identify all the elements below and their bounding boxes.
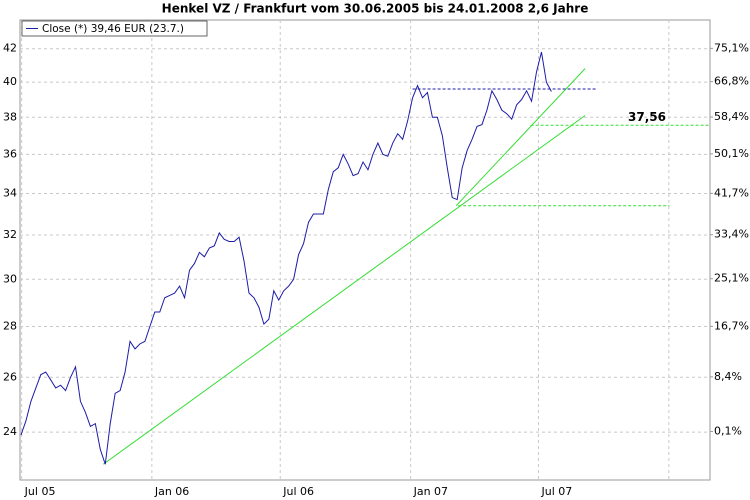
trend-line [455, 68, 586, 207]
y2-tick-label: 33,4% [714, 228, 749, 241]
y2-tick-label: 0,1% [714, 424, 742, 437]
y2-tick-label: 75,1% [714, 41, 749, 54]
x-tick-label: Jul 07 [540, 485, 572, 498]
y-tick-label: 36 [3, 147, 17, 160]
legend-box [21, 20, 208, 37]
y-tick-label: 38 [3, 110, 17, 123]
plot-area [19, 19, 711, 481]
y-tick-label: 40 [3, 75, 17, 88]
chart-title: Henkel VZ / Frankfurt vom 30.06.2005 bis… [162, 2, 589, 16]
y-tick-label: 34 [3, 187, 17, 200]
y2-tick-label: 8,4% [714, 370, 742, 383]
y2-tick-label: 58,4% [714, 110, 749, 123]
x-tick-label: Jan 06 [154, 485, 189, 498]
price-line [20, 51, 552, 465]
y2-tick-label: 25,1% [714, 272, 749, 285]
x-tick-label: Jan 07 [413, 485, 448, 498]
y-tick-label: 32 [3, 228, 17, 241]
y2-tick-label: 50,1% [714, 147, 749, 160]
legend-label: Close (*) 39,46 EUR (23.7.) [42, 23, 184, 35]
y2-tick-label: 66,8% [714, 75, 749, 88]
annotation: 37,56 [628, 110, 666, 124]
x-tick-label: Jul 06 [282, 485, 314, 498]
y2-tick-label: 41,7% [714, 186, 749, 199]
y-tick-label: 28 [3, 320, 17, 333]
y-tick-label: 42 [3, 42, 17, 55]
x-tick-label: Jul 05 [24, 485, 56, 498]
y2-tick-label: 16,7% [714, 319, 749, 332]
y-tick-label: 26 [3, 370, 17, 383]
y-tick-label: 24 [3, 425, 17, 438]
trend-line [102, 115, 586, 465]
y-tick-label: 30 [3, 272, 17, 285]
